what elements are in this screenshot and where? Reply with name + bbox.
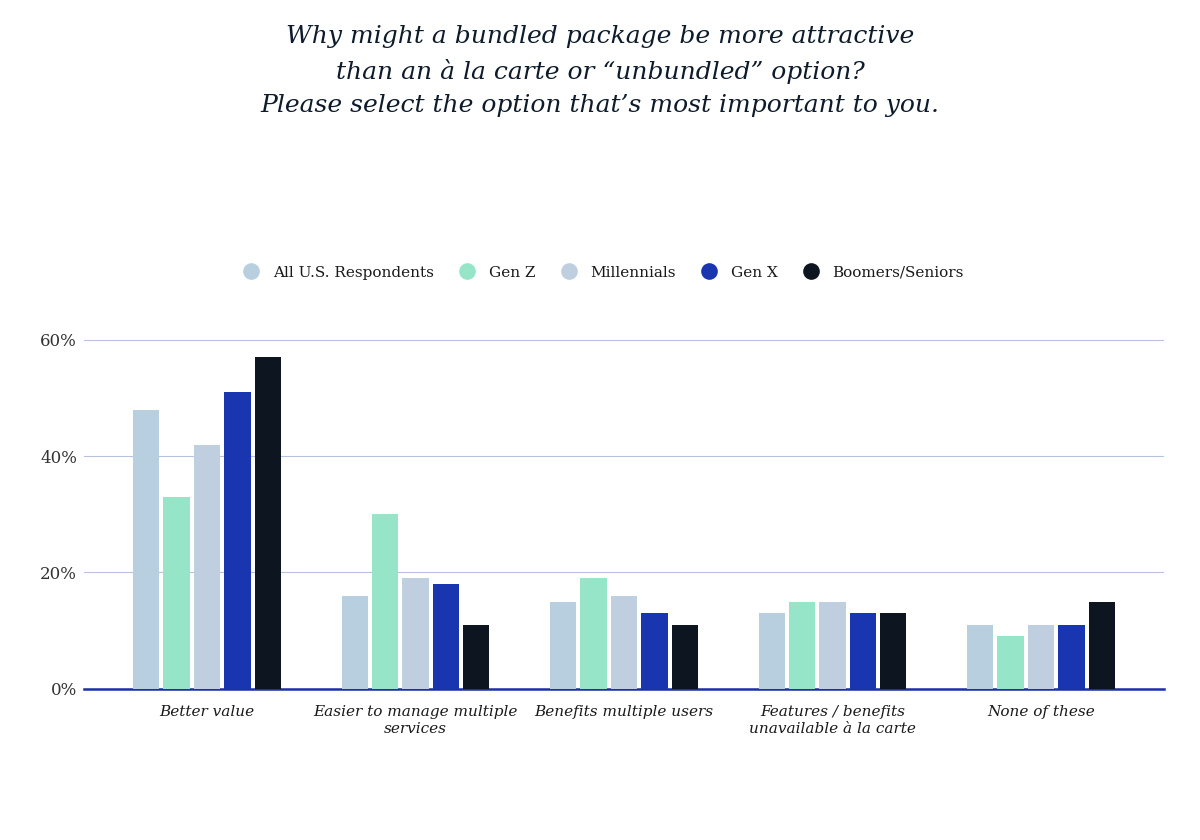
Bar (850, 613, 876, 689)
Bar (1028, 625, 1054, 689)
Bar (788, 601, 815, 689)
Bar (611, 596, 637, 689)
Bar (433, 584, 460, 689)
Bar (967, 625, 994, 689)
Bar (1088, 601, 1115, 689)
Bar (880, 613, 906, 689)
Bar (672, 625, 698, 689)
Bar (133, 410, 160, 689)
Bar (641, 613, 667, 689)
Bar (550, 601, 576, 689)
Bar (1058, 625, 1085, 689)
Bar (463, 625, 490, 689)
Bar (402, 578, 428, 689)
Bar (163, 497, 190, 689)
Bar (342, 596, 368, 689)
Bar (194, 444, 220, 689)
Bar (254, 357, 281, 689)
Bar (758, 613, 785, 689)
Bar (820, 601, 846, 689)
Bar (372, 514, 398, 689)
Text: Why might a bundled package be more attractive
than an à la carte or “unbundled”: Why might a bundled package be more attr… (260, 25, 940, 117)
Legend: All U.S. Respondents, Gen Z, Millennials, Gen X, Boomers/Seniors: All U.S. Respondents, Gen Z, Millennials… (230, 260, 970, 286)
Bar (224, 392, 251, 689)
Bar (581, 578, 607, 689)
Bar (997, 637, 1024, 689)
